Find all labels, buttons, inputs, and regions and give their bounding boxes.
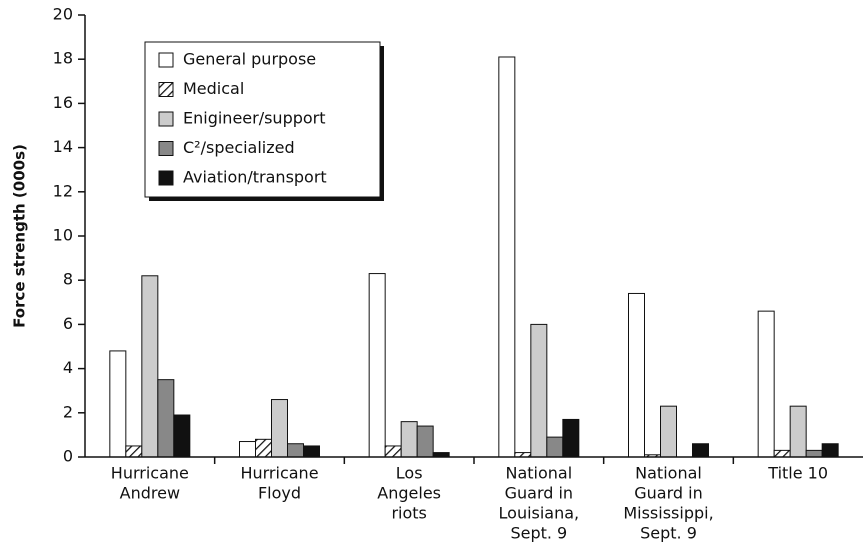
x-tick-label: Guard in [505, 484, 573, 503]
y-tick-label: 20 [53, 5, 73, 24]
y-tick-label: 14 [53, 137, 73, 156]
x-tick-label: Hurricane [240, 464, 318, 483]
bar [384, 445, 402, 458]
legend-swatch [158, 52, 174, 68]
y-tick-label: 18 [53, 49, 73, 68]
x-tick-label: Andrew [120, 484, 180, 503]
legend-label: Aviation/transport [183, 168, 327, 187]
bar [773, 449, 791, 458]
y-tick-label: 2 [63, 402, 73, 421]
legend [144, 41, 381, 198]
legend-swatch [158, 82, 174, 97]
x-tick-label: Sept. 9 [510, 524, 567, 543]
bar [692, 443, 709, 458]
y-tick-label: 4 [63, 358, 73, 377]
bar [271, 399, 288, 458]
x-tick-label: Angeles [377, 484, 441, 503]
bar [157, 379, 175, 458]
bar [303, 445, 320, 458]
x-tick-label: Floyd [258, 484, 301, 503]
x-tick-label: Guard in [634, 484, 702, 503]
x-tick-label: National [505, 464, 572, 483]
y-tick-label: 12 [53, 181, 73, 200]
x-tick-label: Sept. 9 [640, 524, 697, 543]
legend-swatch [158, 170, 174, 186]
bar [546, 436, 564, 458]
bar [173, 414, 191, 458]
bar [821, 443, 839, 458]
bar [789, 405, 807, 458]
bar [562, 418, 580, 458]
x-tick-label: Hurricane [111, 464, 189, 483]
bar [368, 273, 386, 458]
bar [416, 425, 434, 458]
x-tick-label: Title 10 [767, 464, 828, 483]
legend-label: General purpose [183, 50, 316, 69]
bar [109, 350, 127, 458]
legend-swatch [158, 141, 174, 156]
bar [239, 441, 256, 458]
x-tick-label: Louisiana, [499, 504, 580, 523]
bar [141, 275, 159, 458]
bar [125, 445, 143, 458]
legend-label: C²/specialized [183, 138, 295, 157]
legend-label: Medical [183, 79, 244, 98]
y-tick-label: 0 [63, 447, 73, 466]
x-tick-label: Mississippi, [623, 504, 713, 523]
bar [498, 56, 516, 458]
bar [530, 323, 548, 458]
x-tick-label: National [635, 464, 702, 483]
bar [660, 405, 677, 458]
legend-label: Enigineer/support [183, 109, 326, 128]
bar [287, 443, 304, 458]
x-tick-label: riots [391, 504, 426, 523]
y-tick-label: 10 [53, 226, 73, 245]
x-tick-label: Los [396, 464, 423, 483]
y-tick-label: 6 [63, 314, 73, 333]
bar [628, 292, 645, 458]
bar [757, 310, 775, 458]
legend-swatch [158, 111, 174, 127]
bar [255, 438, 272, 458]
y-tick-label: 16 [53, 93, 73, 112]
bar [400, 421, 418, 458]
y-tick-label: 8 [63, 270, 73, 289]
y-axis-label: Force strength (000s) [11, 144, 29, 328]
bar [805, 449, 823, 458]
